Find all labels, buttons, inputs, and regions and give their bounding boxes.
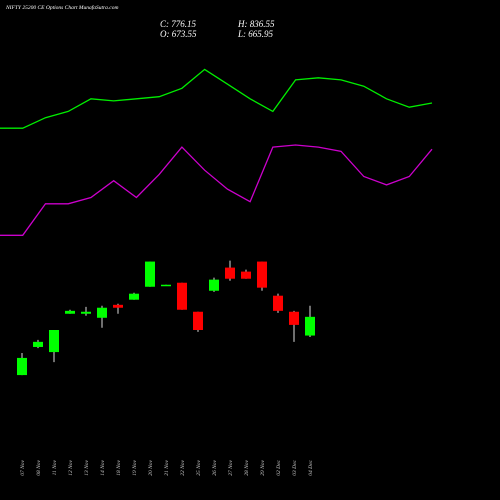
candle-body [65, 310, 75, 314]
x-tick-label: 25 Nov [196, 459, 202, 475]
candle-body [113, 304, 123, 308]
candle-body [161, 284, 171, 287]
candle-body [289, 311, 299, 325]
candle-body [225, 267, 235, 279]
x-tick-label: 21 Nov [164, 459, 170, 475]
ohlc-close: C: 776.15 [160, 19, 197, 29]
candle-body [209, 279, 219, 291]
candle-body [145, 261, 155, 287]
ohlc-high: H: 836.55 [237, 19, 275, 29]
x-tick-label: 28 Nov [244, 459, 250, 475]
x-tick-label: 20 Nov [148, 459, 154, 475]
x-tick-label: 11 Nov [52, 459, 58, 475]
candle-body [273, 295, 283, 311]
candle-body [177, 282, 187, 310]
candle-body [81, 311, 91, 314]
x-tick-label: 03 Dec [292, 459, 298, 475]
x-tick-label: 13 Nov [84, 459, 90, 475]
x-tick-label: 27 Nov [228, 459, 234, 475]
chart-title: NIFTY 25200 CE Options Chart MunafaSutra… [5, 4, 118, 11]
x-tick-label: 08 Nov [36, 459, 42, 475]
candle-body [33, 341, 43, 347]
ohlc-low: L: 665.95 [237, 29, 274, 39]
candle-body [305, 316, 315, 336]
candle-body [257, 261, 267, 288]
candle-body [49, 330, 59, 353]
x-tick-label: 29 Nov [260, 459, 266, 475]
x-tick-label: 19 Nov [132, 459, 138, 475]
candle-body [129, 293, 139, 300]
x-tick-label: 18 Nov [116, 459, 122, 475]
candle-body [97, 307, 107, 318]
x-tick-label: 02 Dec [276, 459, 282, 475]
x-tick-label: 12 Nov [68, 459, 74, 475]
x-tick-label: 26 Nov [212, 459, 218, 475]
ohlc-open: O: 673.55 [160, 29, 197, 39]
indicator-line [0, 144, 433, 236]
x-tick-label: 14 Nov [99, 459, 106, 475]
x-tick-label: 07 Nov [20, 459, 26, 475]
x-tick-label: 04 Dec [307, 459, 314, 475]
candle-body [193, 311, 203, 330]
indicator-line [0, 68, 433, 129]
candle-body [241, 271, 251, 279]
x-tick-label: 22 Nov [180, 459, 186, 475]
candle-body [17, 357, 27, 376]
